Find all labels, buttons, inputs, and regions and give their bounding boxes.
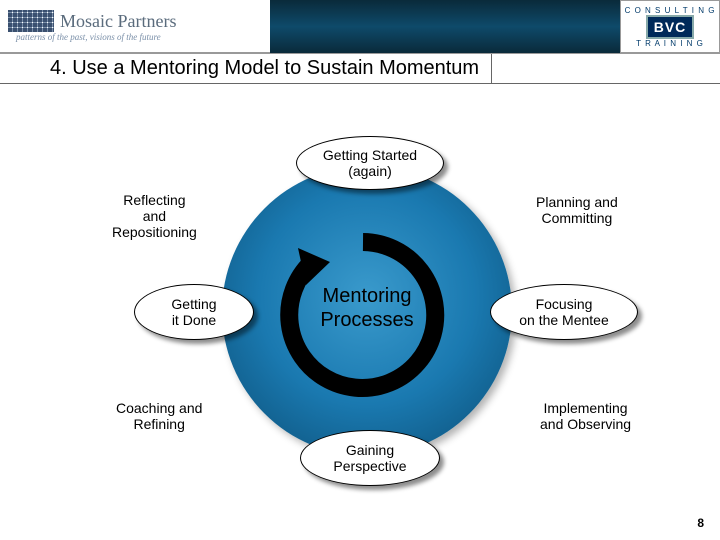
label-planning: Planning and Committing [536,194,618,226]
mosaic-logo-text: Mosaic Partners [60,11,176,32]
oval-label: Getting it Done [171,296,216,328]
oval-focusing-mentee: Focusing on the Mentee [490,284,638,340]
bvc-logo-text: BVC [646,15,695,39]
slide-header: Mosaic Partners patterns of the past, vi… [0,0,720,54]
center-label: Mentoring Processes [302,284,432,332]
oval-label: Gaining Perspective [333,442,406,474]
oval-gaining-perspective: Gaining Perspective [300,430,440,486]
oval-label: Getting Started (again) [323,147,417,179]
oval-getting-it-done: Getting it Done [134,284,254,340]
page-number: 8 [697,516,704,530]
logo-mosaic: Mosaic Partners patterns of the past, vi… [0,0,270,53]
label-coaching: Coaching and Refining [116,400,202,432]
label-text: Reflecting and Repositioning [112,192,197,240]
title-box: 4. Use a Mentoring Model to Sustain Mome… [38,54,492,83]
label-text: Implementing and Observing [540,400,631,432]
mosaic-icon [8,10,54,32]
oval-getting-started: Getting Started (again) [296,136,444,190]
label-text: Coaching and Refining [116,400,202,432]
slide-title: 4. Use a Mentoring Model to Sustain Mome… [50,57,479,80]
oval-label: Focusing on the Mentee [519,296,609,328]
title-row: 4. Use a Mentoring Model to Sustain Mome… [0,54,720,84]
logo-bvc: C O N S U L T I N G BVC T R A I N I N G [620,0,720,53]
label-implementing: Implementing and Observing [540,400,631,432]
bvc-bottom-text: T R A I N I N G [636,39,704,48]
mentoring-diagram: Mentoring Processes Getting Started (aga… [0,100,720,520]
bvc-top-text: C O N S U L T I N G [625,6,716,15]
label-text: Planning and Committing [536,194,618,226]
mosaic-tagline: patterns of the past, visions of the fut… [16,32,270,42]
header-gradient-bar [270,0,620,53]
label-reflecting: Reflecting and Repositioning [112,192,197,240]
